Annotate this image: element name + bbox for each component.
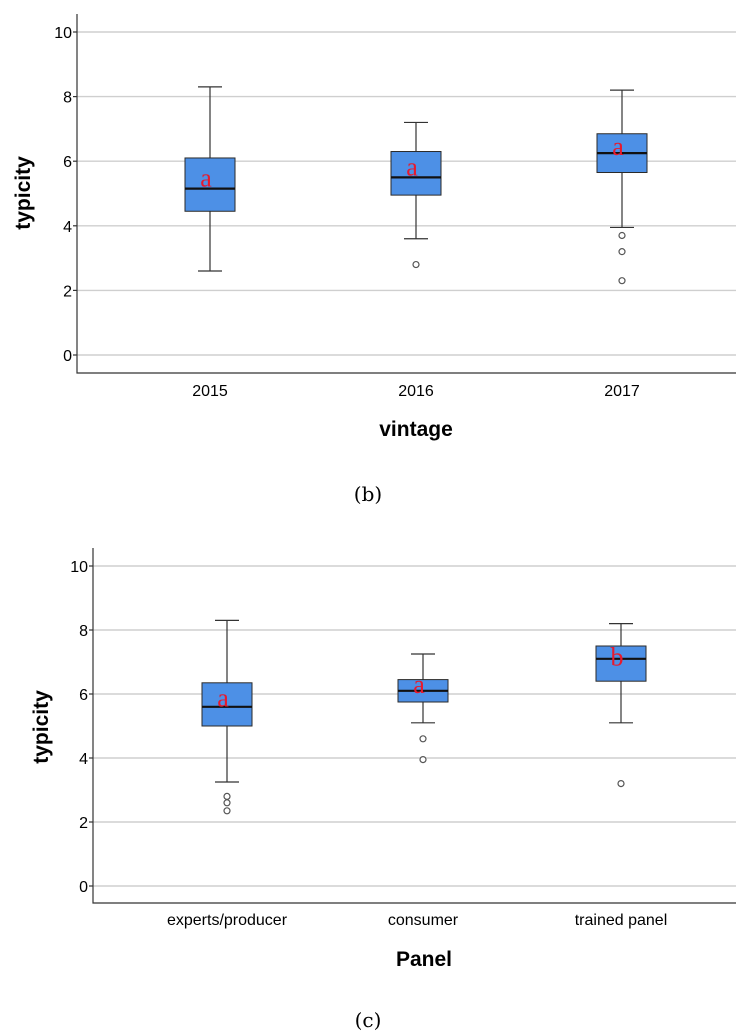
x-category-label: trained panel [575, 912, 668, 929]
chart-vintage: 0 2 4 6 8 10 a 2015 a 2016 a 2017 typicity vintage (b) [12, 14, 736, 506]
box-iqr [390, 151, 442, 196]
y-tick-label: 4 [79, 751, 88, 768]
outlier-point [618, 231, 626, 240]
significance-letter: a [413, 670, 425, 699]
significance-letter: b [611, 643, 624, 672]
y-tick-label: 8 [79, 623, 88, 640]
y-tick-label: 10 [54, 25, 72, 42]
box-iqr [184, 157, 236, 212]
outlier-point [223, 807, 231, 815]
figure-caption: (c) [355, 1008, 382, 1032]
outlier-point [617, 779, 625, 788]
y-axis-title: typicity [12, 156, 35, 230]
y-tick-label: 0 [63, 348, 72, 365]
outlier-point [618, 248, 626, 256]
y-tick-label: 8 [63, 90, 72, 107]
y-tick-label: 4 [63, 219, 72, 236]
axis-frame [76, 14, 736, 374]
y-axis-title: typicity [30, 690, 53, 764]
significance-letter: a [200, 164, 212, 193]
y-tick-label: 6 [79, 687, 88, 704]
significance-letter: a [406, 152, 418, 181]
y-tick-label: 2 [63, 283, 72, 300]
significance-letter: a [217, 683, 229, 712]
outlier-point [419, 755, 427, 764]
chart-panel: 0 2 4 6 8 10 a experts/producer a consumer b traine… [30, 548, 736, 1032]
x-axis-title: vintage [379, 418, 453, 441]
axis-frame [92, 548, 736, 904]
x-category-label: consumer [388, 912, 459, 929]
outlier-point [223, 792, 231, 801]
y-tick-label: 2 [79, 815, 88, 832]
y-tick-label: 10 [70, 559, 88, 576]
significance-letter: a [612, 132, 624, 161]
x-category-label: 2015 [192, 383, 228, 400]
outlier-point [223, 799, 231, 807]
y-tick-label: 0 [79, 879, 88, 896]
x-category-label: 2017 [604, 383, 640, 400]
outlier-point [618, 277, 626, 285]
box-iqr [201, 682, 253, 727]
box-iqr [595, 645, 647, 682]
x-axis-title: Panel [396, 948, 452, 971]
x-category-label: 2016 [398, 383, 434, 400]
y-tick-label: 6 [63, 154, 72, 171]
x-category-label: experts/producer [167, 912, 288, 929]
figure-caption: (b) [354, 482, 382, 506]
outlier-point [412, 260, 420, 269]
outlier-point [419, 735, 427, 743]
